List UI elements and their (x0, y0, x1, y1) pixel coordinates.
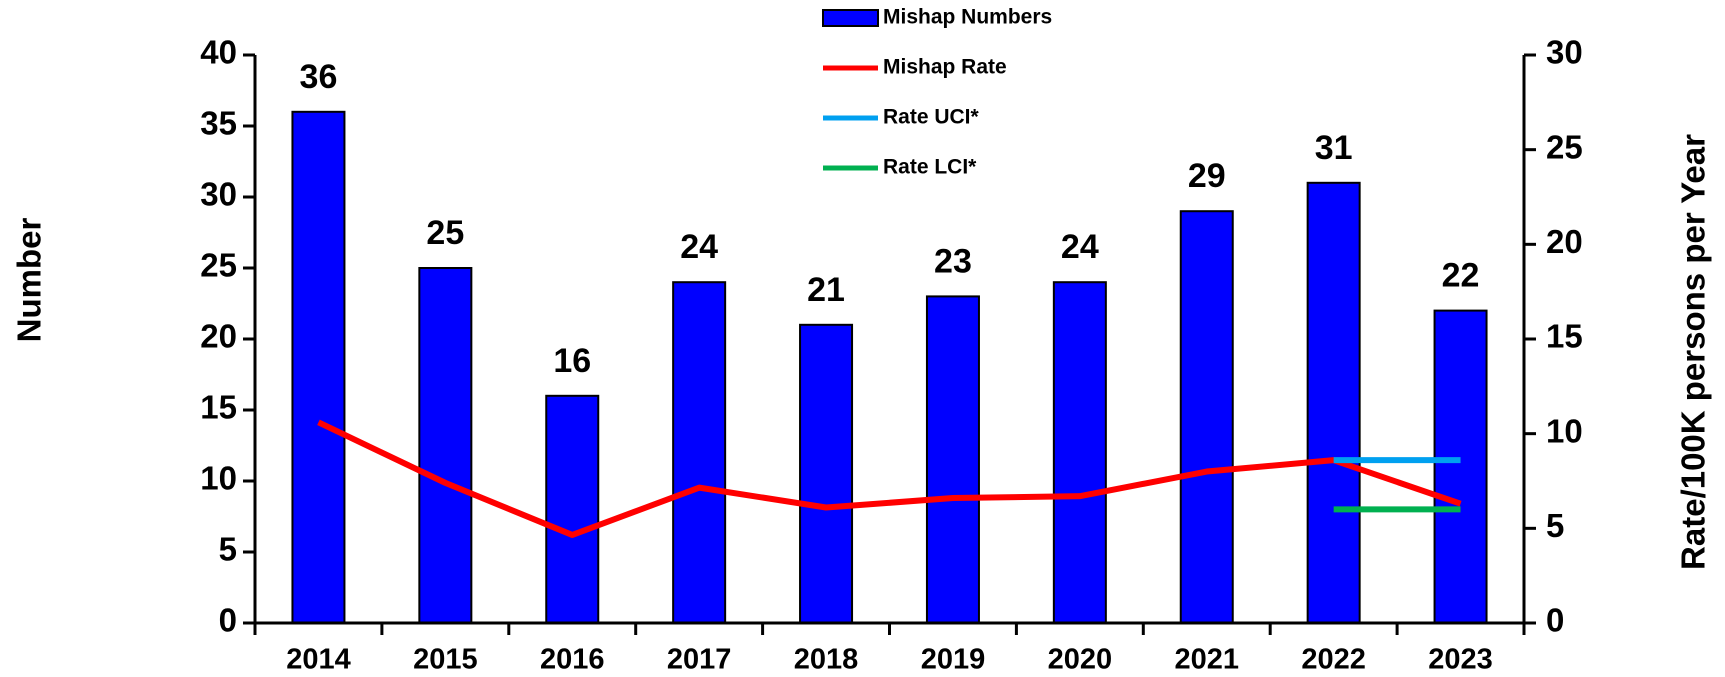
x-tick-label: 2016 (540, 644, 605, 676)
bar (672, 281, 727, 624)
y2-tick-label: 25 (1546, 128, 1583, 165)
x-tick-label: 2020 (1048, 644, 1113, 676)
x-tick-label: 2021 (1174, 644, 1239, 676)
bar (418, 267, 473, 624)
bar (1433, 309, 1488, 624)
legend-label: Mishap Rate (883, 56, 1007, 79)
data-label: 24 (1061, 228, 1099, 266)
y2-tick-label: 20 (1546, 223, 1583, 260)
legend-label: Rate UCI* (883, 106, 980, 129)
bar (925, 295, 980, 624)
data-label: 24 (680, 228, 718, 266)
y-tick-label: 15 (200, 389, 237, 426)
bar (545, 394, 600, 624)
y-tick-label: 35 (200, 105, 237, 142)
data-label: 21 (807, 271, 845, 309)
data-label: 22 (1442, 257, 1480, 295)
y2-tick-label: 15 (1546, 318, 1583, 355)
y2-tick-label: 30 (1546, 34, 1583, 71)
x-tick-label: 2022 (1301, 644, 1366, 676)
y-tick-label: 30 (200, 176, 237, 213)
x-tick-label: 2018 (794, 644, 859, 676)
y-tick-label: 5 (219, 531, 237, 568)
y-tick-label: 25 (200, 247, 237, 284)
data-label: 16 (553, 342, 591, 380)
bar (1052, 281, 1107, 624)
y2-axis-title: Rate/100K persons per Year (1675, 134, 1712, 570)
bar (291, 110, 346, 625)
data-label: 36 (300, 58, 338, 96)
bar (799, 323, 854, 624)
bar (1306, 181, 1361, 625)
x-tick-label: 2015 (413, 644, 478, 676)
y2-tick-label: 0 (1546, 602, 1564, 639)
y-axis-title: Number (11, 218, 48, 343)
line-series (317, 419, 1462, 538)
y2-tick-label: 10 (1546, 412, 1583, 449)
x-tick-label: 2023 (1428, 644, 1493, 676)
y-tick-label: 10 (200, 460, 237, 497)
legend-label: Mishap Numbers (883, 6, 1052, 29)
bar (1179, 210, 1234, 624)
y-tick-label: 40 (200, 34, 237, 71)
data-label: 23 (934, 242, 972, 280)
y-tick-label: 20 (200, 318, 237, 355)
y-tick-label: 0 (219, 602, 237, 639)
y2-tick-label: 5 (1546, 507, 1564, 544)
x-tick-label: 2019 (921, 644, 986, 676)
legend-label: Rate LCI* (883, 156, 977, 179)
data-label: 29 (1188, 157, 1226, 195)
x-tick-label: 2014 (286, 644, 351, 676)
legend-swatch (822, 9, 879, 27)
data-label: 31 (1315, 129, 1353, 167)
data-label: 25 (426, 214, 464, 252)
x-tick-label: 2017 (667, 644, 732, 676)
